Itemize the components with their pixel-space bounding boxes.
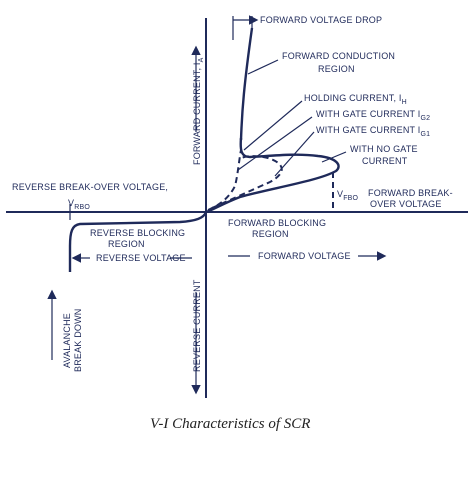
g1-leader — [274, 131, 315, 177]
reverse-voltage-label: REVERSE VOLTAGE — [96, 253, 186, 263]
forward-conduction-label: FORWARD CONDUCTION — [282, 51, 395, 61]
vrbo-label: VRBO — [68, 198, 90, 211]
forward-current-label: FORWARD CURRENT, IA — [192, 57, 205, 165]
gate-current-g1-label: WITH GATE CURRENT IG1 — [316, 125, 430, 138]
reverse-current-label: REVERSE CURRENT — [192, 279, 202, 372]
no-gate-leader — [321, 151, 347, 163]
forward-voltage-label: FORWARD VOLTAGE — [258, 251, 351, 261]
forward-blocking-label-2: REGION — [252, 229, 289, 239]
vfbo-label: VFBO — [337, 189, 359, 202]
curve-reverse-blocking — [68, 211, 208, 272]
forward-conduction-region-label: REGION — [318, 64, 355, 74]
forward-breakover-label-2: OVER VOLTAGE — [370, 199, 442, 209]
no-gate-current-label-2: CURRENT — [362, 156, 408, 166]
reverse-blocking-label-1: REVERSE BLOCKING — [90, 228, 185, 238]
holding-current-label: HOLDING CURRENT, IH — [304, 93, 407, 106]
curve-gate-current-g2 — [207, 149, 242, 211]
avalanche-label-1: AVALANCHE — [62, 313, 72, 368]
holding-leader — [243, 100, 303, 151]
forward-breakover-label-1: FORWARD BREAK- — [368, 188, 453, 198]
curve-no-gate-current — [205, 137, 340, 214]
forward-voltage-drop-label: FORWARD VOLTAGE DROP — [260, 15, 382, 25]
reverse-blocking-label-2: REGION — [108, 239, 145, 249]
reverse-breakover-label: REVERSE BREAK-OVER VOLTAGE, — [12, 182, 168, 192]
curve-forward-conduction — [239, 27, 254, 141]
avalanche-label-2: BREAK DOWN — [73, 308, 83, 372]
gate-current-g2-label: WITH GATE CURRENT IG2 — [316, 109, 430, 122]
g2-leader — [237, 116, 313, 171]
forward-blocking-label-1: FORWARD BLOCKING — [228, 218, 326, 228]
no-gate-current-label-1: WITH NO GATE — [350, 144, 418, 154]
conduction-leader — [247, 59, 279, 75]
figure-caption: V-I Characteristics of SCR — [150, 416, 310, 432]
